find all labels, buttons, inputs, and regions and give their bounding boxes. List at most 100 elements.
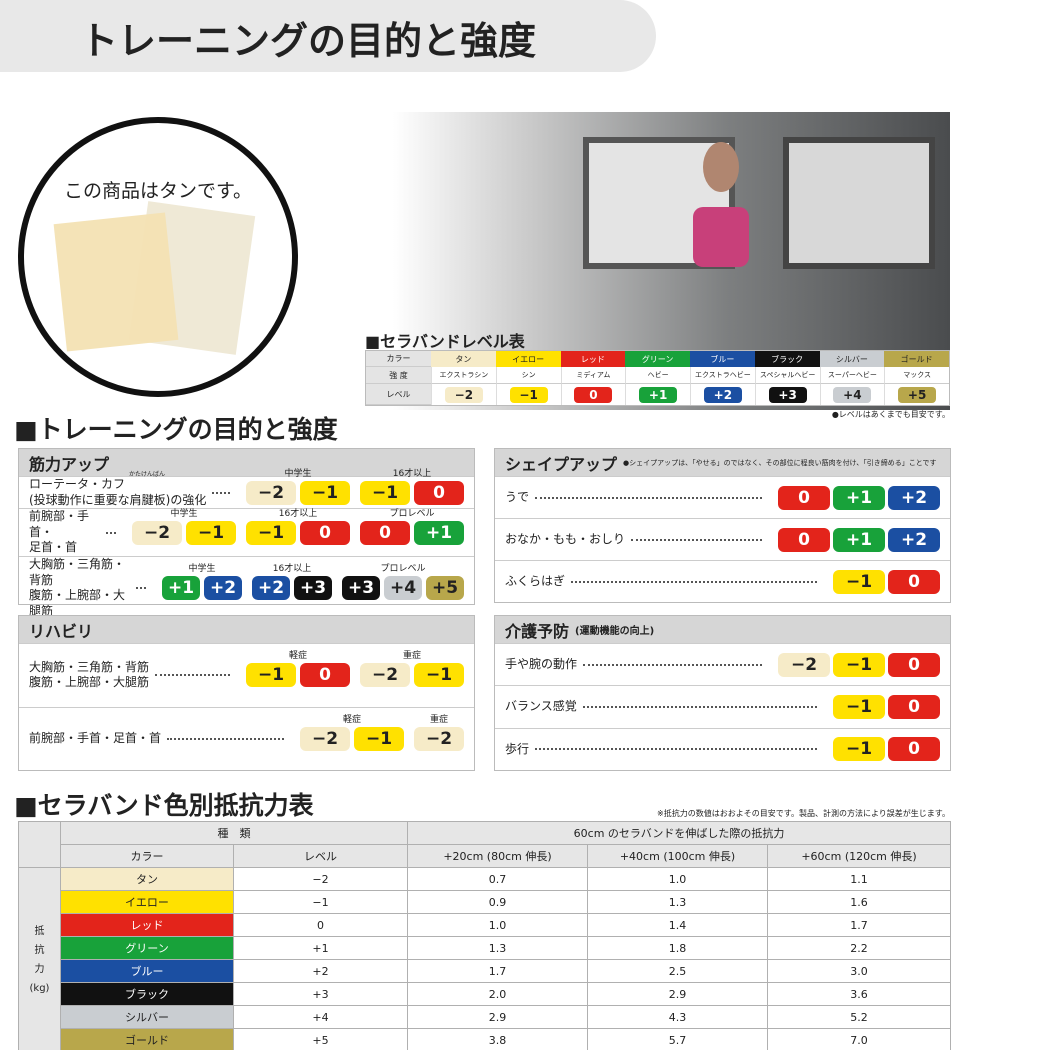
chip-group: 重症 −2 −1 [360,651,464,688]
value-cell: +2 [233,959,408,983]
panel-header: リハビリ [19,616,474,643]
row-label: うで [505,489,530,504]
chip-group: 16才以上 −1 0 [246,509,350,545]
level-chip: 0 [414,480,464,505]
panel-note: ●シェイプアップは、「やせる」のではなく、その部位に程良い筋肉を付け、「引き締め… [623,458,937,467]
group-label: 軽症 [342,714,361,725]
value-cell: 0.7 [407,867,588,891]
level-chip: +5 [426,576,464,601]
level-chip: +1 [414,520,464,545]
value-cell: 3.0 [766,959,952,983]
level-chip: +3 [342,576,380,601]
group-label: 重症 [429,714,448,725]
level-chip: −1 [833,569,885,594]
level-chip: +2 [204,576,242,601]
level-chip: +2 [888,485,940,510]
product-sheet [53,212,179,352]
chip-group: 中学生 −2 −1 [132,509,236,545]
panel-row: ローテータ・カフ (投球動作に重要な肩腱板)の強化 かたけんばん 中学生 −2 −1 16… [19,469,474,508]
row-label: おなか・もも・おしり [505,531,626,546]
chip-group: 16才以上 +2 +3 [252,564,332,601]
row-label: 手や腕の動作 [505,656,578,671]
group-label: 軽症 [288,651,307,662]
level-chip: 0 [888,694,940,719]
panel-row: 前腕部・手首・足首・首 軽症 −2 −1 重症 −2 [19,706,474,771]
color-cell: イエロー [60,890,234,914]
color-cell: タン [60,867,234,891]
value-cell: 2.5 [587,959,768,983]
product-circle [18,117,298,397]
photo-figure [703,142,739,192]
value-cell: +1 [233,936,408,960]
chip-group: 0 +1 +2 [778,485,940,510]
level-cell: +5 [884,384,949,405]
level-chip: +2 [888,527,940,552]
panel-subtitle: (運動機能の向上) [575,626,655,637]
leader [106,531,116,534]
level-table: ■セラバンドレベル表 カラー タン イエロー レッド グリーン ブルー ブラック シルバー ゴール… [365,328,950,420]
color-cell: レッド [60,913,234,937]
level-chip: −1 [246,663,296,688]
panel-header: 介護予防 (運動機能の向上) [495,616,950,643]
value-cell: +4 [233,1005,408,1029]
level-chip: −1 [833,694,885,719]
level-chip: 0 [574,386,613,403]
header-row: 種 類 60cm のセラバンドを伸ばした際の抵抗力 [18,821,952,868]
level-cell: +2 [690,384,755,405]
leader [535,496,762,499]
level-strength: スペシャルヘビー [754,367,820,384]
chip-group: 軽症 −2 −1 [300,715,404,751]
section-title: ■セラバンド色別抵抗力表 [14,791,314,820]
leader [582,705,817,708]
leader [212,491,230,494]
resistance-table: 種 類 60cm のセラバンドを伸ばした際の抵抗力 カラー レベル +20cm (80c… [18,821,952,1050]
header-bar [0,0,656,72]
level-chip: +1 [639,386,678,403]
row-label: 前腕部・手首・足首・首 [29,730,162,745]
group-label: 中学生 [188,564,216,575]
leader [136,587,146,590]
panel-title: シェイプアップ [505,454,618,474]
panel-title: リハビリ [29,621,94,641]
level-chip: −1 [360,480,410,505]
level-chip: +1 [833,485,885,510]
value-cell: 1.6 [766,890,952,914]
value-cell: −2 [233,867,408,891]
level-chip: 0 [888,569,940,594]
value-cell: 0 [233,913,408,937]
leader [571,580,817,583]
chip-group: −1 0 [833,569,940,594]
leader [535,748,817,751]
level-chip: +4 [384,576,422,601]
level-chip: +5 [898,386,937,403]
level-chip: −2 [360,663,410,688]
column-header: レベル [233,844,408,868]
value-cell: 1.4 [587,913,768,937]
panel-row: 前腕部・手首・ 足首・首 中学生 −2 −1 16才以上 −1 0 プロレベル 0 +1 [19,508,474,556]
resistance-table-grid: 種 類 60cm のセラバンドを伸ばした際の抵抗力 カラー レベル +20cm (80c… [18,821,952,1050]
product-caption: この商品はタンです。 [63,180,253,202]
level-chip: 0 [888,652,940,677]
level-color: ブルー [690,351,755,367]
group-label: 中学生 [170,508,198,519]
corner-cell [18,821,61,868]
level-chip: 0 [888,737,940,762]
value-cell: 1.7 [766,913,952,937]
level-note: ●レベルはあくまでも目安です。 [831,410,950,419]
photo-window [783,137,935,269]
chip-group: 16才以上 −1 0 [360,469,464,505]
value-cell: 5.2 [766,1005,952,1029]
level-strength: スーパーヘビー [819,367,885,384]
level-cell: +1 [625,384,690,405]
panel-row: バランス感覚 −1 0 [495,685,950,727]
chip-group: 0 +1 +2 [778,527,940,552]
level-strength: ヘビー [625,367,690,384]
side-label: 抵 抗 力 (kg) [18,867,61,1050]
level-strength: エクストラヘビー [690,367,755,384]
color-cell: ブルー [60,959,234,983]
level-chip: +2 [252,576,290,601]
level-chip: +1 [833,527,885,552]
panel-row: 大胸筋・三角筋・背筋 腹筋・上腕部・大腿筋 軽症 −1 0 重症 −2 −1 [19,643,474,707]
level-row-label: 強 度 [366,367,431,384]
level-chip: −1 [246,520,296,545]
